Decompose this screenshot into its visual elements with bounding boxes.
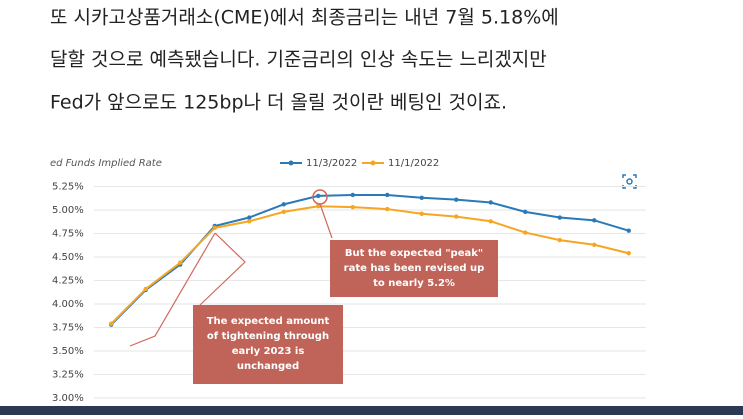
annotation-box xyxy=(193,305,343,384)
legend-dot xyxy=(370,160,376,166)
article-line: Fed가 앞으로도 125bp나 더 올릴 것이란 베팅인 것이죠. xyxy=(50,92,507,114)
pointer xyxy=(319,203,333,239)
point xyxy=(488,219,493,224)
point xyxy=(419,195,424,200)
grid: 3.00% 3.25% 3.50% 3.75% 4.00% 4.25% 4.50% 4.75%… xyxy=(52,182,646,404)
chart-title: ed Funds Implied Rate xyxy=(50,158,162,169)
bottom-bar xyxy=(0,406,743,415)
annotation-text: to nearly 5.2% xyxy=(373,278,455,289)
article-line: 달할 것으로 예측됐습니다. 기준금리의 인상 속도는 느리겠지만 xyxy=(50,49,547,71)
point xyxy=(109,321,114,326)
point xyxy=(350,204,355,210)
y-tick-label: 3.75% xyxy=(52,323,84,334)
point xyxy=(143,286,148,292)
article-line: 또 시카고상품거래소(CME)에서 최종금리는 내년 7월 5.18%에 xyxy=(50,7,559,29)
expand-icon[interactable] xyxy=(622,174,637,189)
point xyxy=(523,209,528,215)
point xyxy=(178,260,183,265)
bracket xyxy=(129,232,246,347)
annotation-text: rate has been revised up xyxy=(344,263,485,274)
point xyxy=(626,251,631,256)
legend-dot xyxy=(288,160,294,166)
point xyxy=(592,242,597,247)
point xyxy=(316,193,321,199)
point xyxy=(385,192,390,198)
y-tick-label: 5.25% xyxy=(52,182,84,193)
plot xyxy=(109,192,631,327)
y-tick-label: 3.50% xyxy=(52,346,84,357)
legend-label: 11/3/2022 xyxy=(306,158,357,169)
y-tick-label: 3.25% xyxy=(52,370,84,381)
point xyxy=(454,214,459,219)
y-tick-label: 4.75% xyxy=(52,229,84,240)
point xyxy=(557,215,562,220)
annotation-text: But the expected "peak" xyxy=(345,248,483,259)
point xyxy=(247,219,252,224)
y-tick-label: 4.50% xyxy=(52,252,84,263)
point xyxy=(488,200,493,205)
annotation-text: The expected amount xyxy=(207,316,330,327)
icon-bg xyxy=(622,174,637,189)
point xyxy=(316,204,321,209)
annotation-text: early 2023 is xyxy=(232,346,305,357)
point xyxy=(281,202,286,207)
point xyxy=(523,230,528,235)
point xyxy=(385,206,390,212)
legend: 11/3/2022 11/1/2022 xyxy=(280,158,439,169)
y-tick-label: 3.00% xyxy=(52,393,84,404)
point xyxy=(212,225,217,231)
point xyxy=(592,218,597,223)
y-tick-label: 5.00% xyxy=(52,205,84,216)
legend-label: 11/1/2022 xyxy=(388,158,439,169)
point xyxy=(626,228,631,233)
point xyxy=(247,215,252,220)
point xyxy=(419,211,424,216)
point xyxy=(557,237,562,243)
point xyxy=(454,197,459,202)
annotation-text: unchanged xyxy=(237,361,299,372)
annotation-text: of tightening through xyxy=(207,331,329,342)
icon-dot xyxy=(626,178,633,185)
annotation-box xyxy=(330,240,498,297)
y-tick-label: 4.00% xyxy=(52,299,84,310)
point xyxy=(350,192,355,198)
annotations: But the expected "peak" rate has been rev… xyxy=(207,248,485,372)
y-tick-label: 4.25% xyxy=(52,276,84,287)
point xyxy=(281,209,286,215)
icon-corners xyxy=(622,174,637,189)
series-line xyxy=(110,205,629,325)
